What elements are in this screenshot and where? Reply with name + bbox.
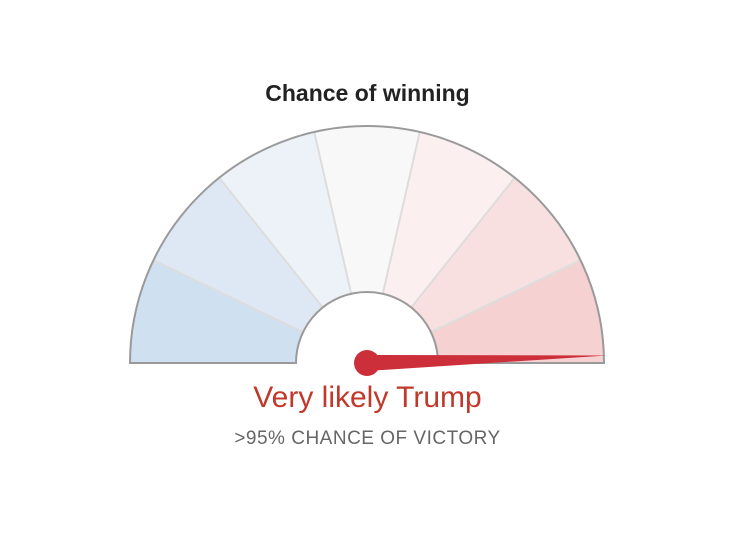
gauge-divider <box>313 131 353 295</box>
needle-pointer <box>366 355 607 371</box>
gauge-divider <box>381 131 421 295</box>
gauge-outline <box>128 125 606 364</box>
gauge-divider <box>430 259 581 334</box>
probability-label: >95% CHANCE OF VICTORY <box>234 428 501 449</box>
gauge-divider <box>410 177 516 309</box>
gauge-divider <box>153 259 304 334</box>
needle-hub <box>354 350 380 376</box>
gauge-segment-5 <box>382 131 515 308</box>
gauge-segment-3 <box>219 131 352 308</box>
chart-title: Chance of winning <box>265 80 470 106</box>
gauge-dividers <box>153 131 581 334</box>
gauge-segments <box>130 125 604 363</box>
gauge-segment-7 <box>430 260 604 363</box>
gauge-segment-6 <box>411 177 581 333</box>
gauge-segment-4 <box>314 125 420 294</box>
outcome-label: Very likely Trump <box>253 381 482 414</box>
gauge-segment-2 <box>153 177 323 333</box>
gauge-needle <box>354 350 607 376</box>
gauge-divider <box>218 177 324 309</box>
gauge-segment-1 <box>130 260 304 363</box>
